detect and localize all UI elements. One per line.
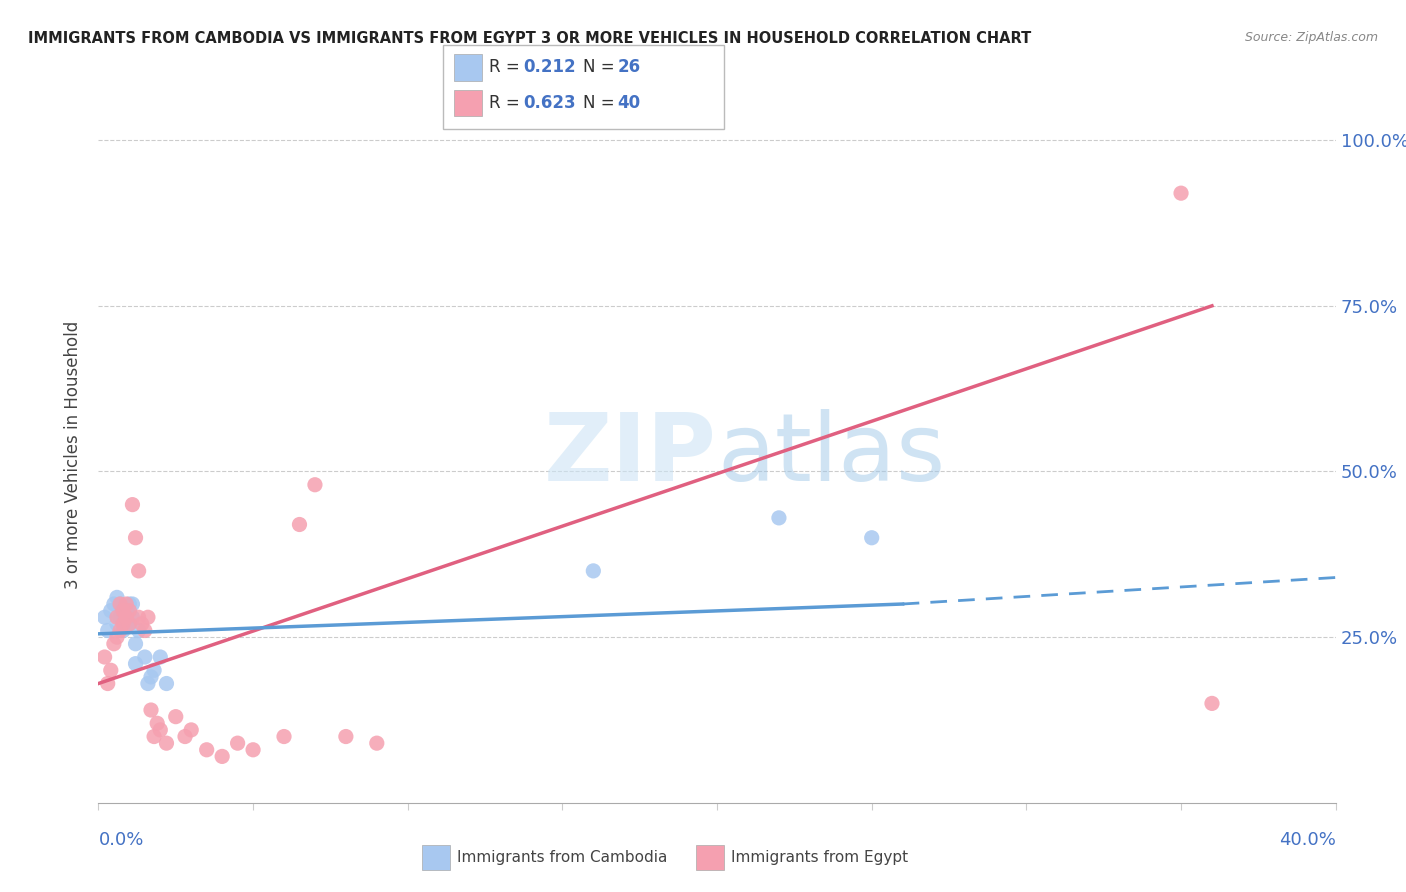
Point (108, 597, 131, 611)
Point (118, 604, 141, 618)
Point (108, 597, 131, 611)
Point (149, 723, 172, 737)
Text: 40.0%: 40.0% (1279, 830, 1336, 848)
Point (105, 616, 128, 631)
Point (118, 616, 141, 631)
Y-axis label: 3 or more Vehicles in Household: 3 or more Vehicles in Household (65, 321, 83, 589)
Point (165, 709, 187, 723)
Text: atlas: atlas (717, 409, 945, 501)
Point (121, 597, 143, 611)
Text: Source: ZipAtlas.com: Source: ZipAtlas.com (1244, 31, 1378, 45)
Point (146, 716, 169, 731)
Text: R =: R = (489, 94, 526, 112)
Point (180, 723, 202, 737)
Point (108, 610, 131, 624)
Point (1170, 186, 1192, 201)
Point (288, 517, 311, 532)
Point (93, 610, 115, 624)
Point (103, 597, 125, 611)
Point (860, 531, 883, 545)
Text: ZIP: ZIP (544, 409, 717, 501)
Point (242, 743, 264, 757)
Text: 0.0%: 0.0% (98, 830, 143, 848)
Point (211, 749, 233, 764)
Text: Immigrants from Egypt: Immigrants from Egypt (731, 850, 908, 864)
Point (124, 637, 146, 651)
Point (273, 730, 295, 744)
Text: IMMIGRANTS FROM CAMBODIA VS IMMIGRANTS FROM EGYPT 3 OR MORE VEHICLES IN HOUSEHOL: IMMIGRANTS FROM CAMBODIA VS IMMIGRANTS F… (28, 31, 1032, 46)
Point (134, 650, 156, 665)
Point (118, 597, 141, 611)
Point (143, 663, 166, 677)
Point (112, 616, 135, 631)
Text: Immigrants from Cambodia: Immigrants from Cambodia (457, 850, 668, 864)
Point (121, 610, 143, 624)
Point (131, 616, 153, 631)
Point (105, 610, 128, 624)
Point (124, 531, 146, 545)
Point (100, 604, 122, 618)
Point (108, 624, 131, 638)
Point (112, 624, 135, 638)
Text: 26: 26 (617, 58, 640, 77)
Text: 0.623: 0.623 (523, 94, 575, 112)
Point (115, 597, 138, 611)
Point (97, 624, 120, 638)
Point (139, 703, 162, 717)
Point (304, 477, 326, 491)
Point (115, 604, 138, 618)
Point (174, 730, 197, 744)
Point (1201, 697, 1223, 711)
Point (155, 736, 177, 750)
Point (115, 610, 138, 624)
Point (112, 610, 135, 624)
Point (195, 743, 218, 757)
Point (136, 676, 159, 690)
Point (149, 650, 172, 665)
Point (100, 663, 122, 677)
Text: 0.212: 0.212 (523, 58, 575, 77)
Point (335, 730, 357, 744)
Point (105, 591, 128, 605)
Point (121, 498, 143, 512)
Point (103, 637, 125, 651)
Point (93, 650, 115, 665)
Point (143, 730, 166, 744)
Point (128, 564, 150, 578)
Point (582, 564, 605, 578)
Point (226, 736, 249, 750)
Text: 40: 40 (617, 94, 640, 112)
Point (105, 630, 128, 644)
Point (128, 610, 150, 624)
Point (139, 670, 162, 684)
Point (128, 624, 150, 638)
Point (134, 624, 156, 638)
Text: N =: N = (583, 58, 620, 77)
Text: N =: N = (583, 94, 620, 112)
Point (115, 616, 138, 631)
Point (118, 616, 141, 631)
Text: R =: R = (489, 58, 526, 77)
Point (112, 604, 135, 618)
Point (366, 736, 388, 750)
Point (768, 511, 790, 525)
Point (155, 676, 177, 690)
Point (136, 610, 159, 624)
Point (124, 657, 146, 671)
Point (97, 676, 120, 690)
